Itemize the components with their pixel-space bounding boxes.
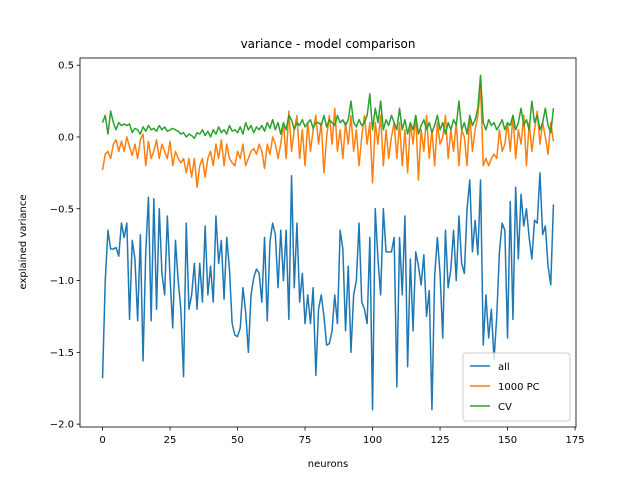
data-line <box>101 172 555 411</box>
axes-frame <box>79 57 577 428</box>
x-tick-label: 150 <box>498 435 517 446</box>
legend-label: CV <box>498 402 512 413</box>
plot-area <box>101 74 555 411</box>
x-tick-label: 125 <box>431 435 450 446</box>
x-tick-label: 75 <box>299 435 312 446</box>
y-tick-label: −1.5 <box>50 348 74 359</box>
y-tick-label: −2.0 <box>50 420 74 431</box>
data-line <box>101 85 555 188</box>
x-axis-label: neurons <box>308 459 348 470</box>
x-tick-label: 25 <box>164 435 177 446</box>
x-tick-label: 175 <box>566 435 585 446</box>
y-tick-label: 0.0 <box>58 132 74 143</box>
y-tick-label: −1.0 <box>50 276 74 287</box>
legend-box <box>462 352 571 422</box>
y-tick-label: −0.5 <box>50 204 74 215</box>
x-tick-label: 50 <box>231 435 244 446</box>
legend-label: 1000 PC <box>498 382 540 393</box>
data-line <box>101 74 555 140</box>
y-axis-label: explained variance <box>18 195 29 290</box>
chart-title: variance - model comparison <box>241 37 416 51</box>
legend-label: all <box>498 362 510 373</box>
x-tick-label: 0 <box>99 435 105 446</box>
y-tick-label: 0.5 <box>58 61 74 72</box>
x-tick-label: 100 <box>363 435 382 446</box>
